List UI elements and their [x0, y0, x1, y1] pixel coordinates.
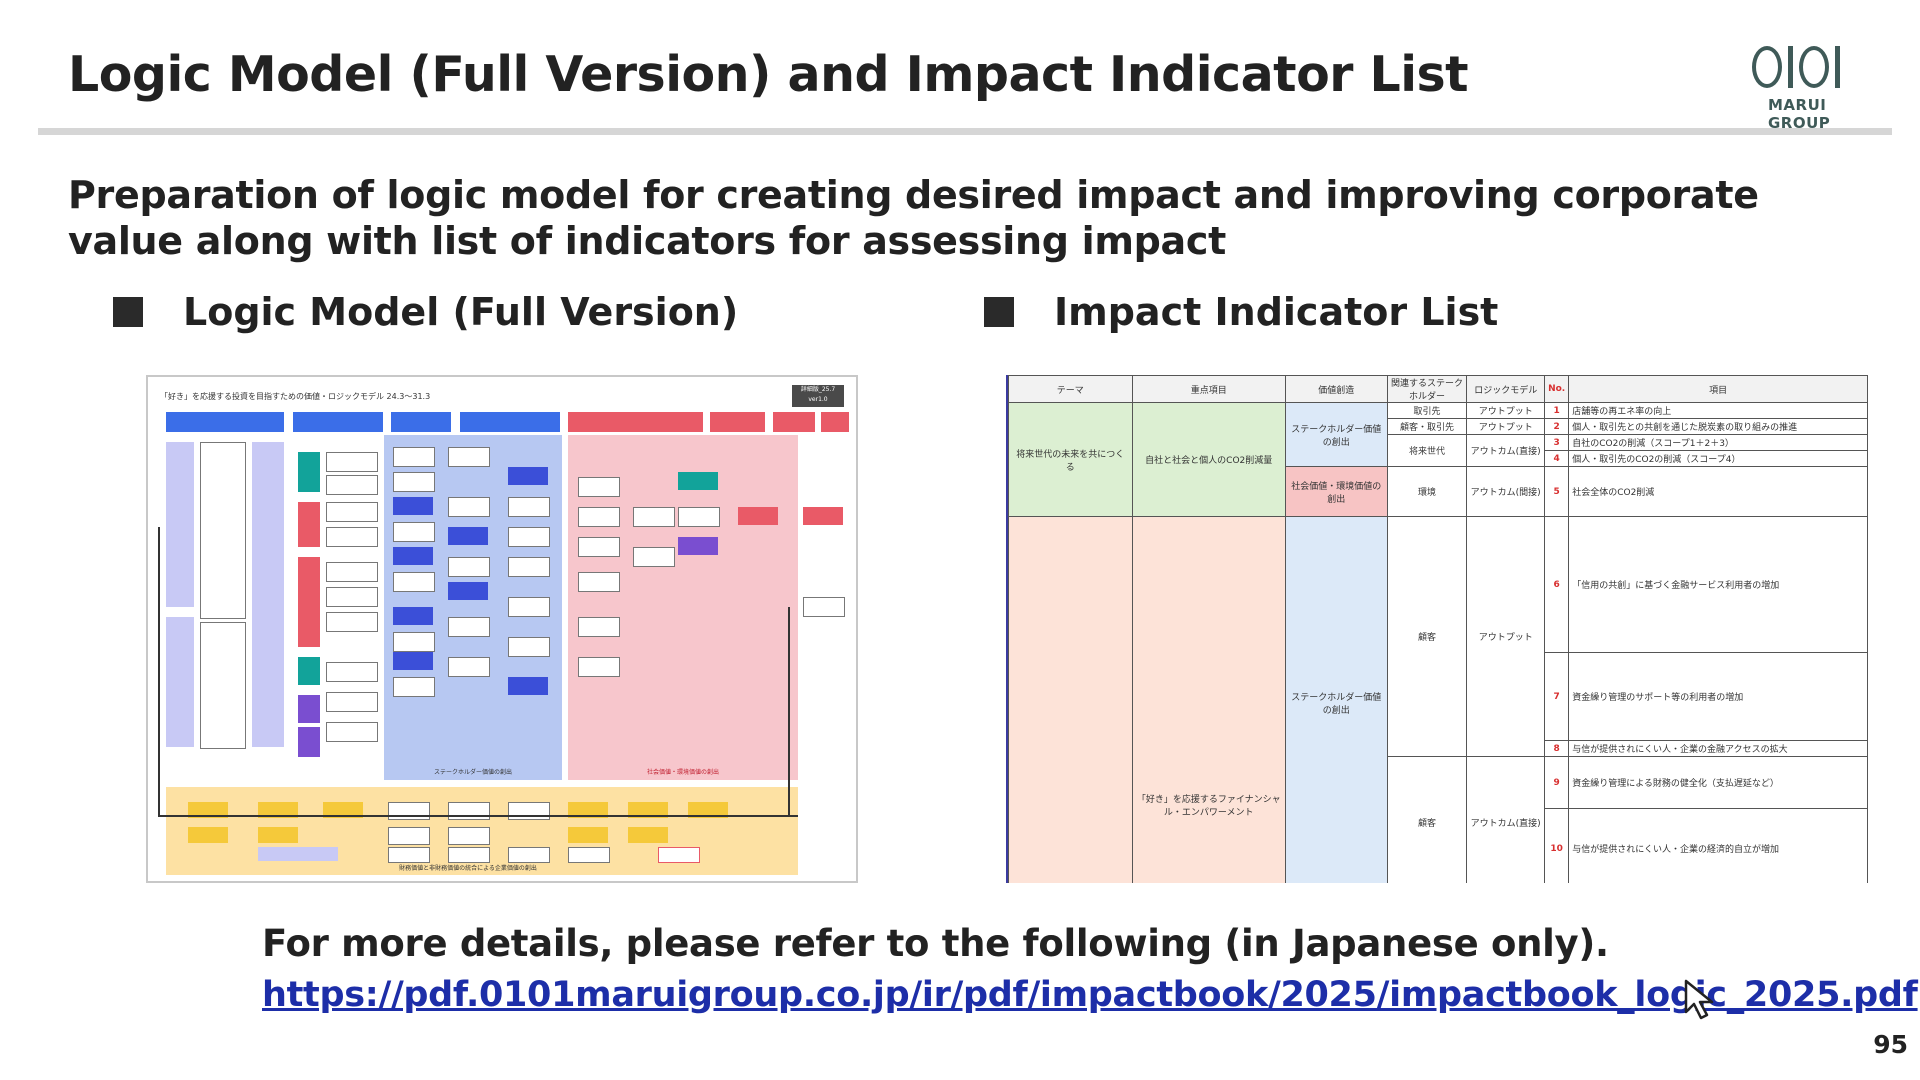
col-stakeholder: 関連するステークホルダー [1386, 375, 1468, 403]
cursor-arrow-icon [1684, 979, 1714, 1020]
table-cell: 2 [1544, 418, 1570, 435]
table-cell: 社会全体のCO2削減 [1568, 466, 1868, 517]
table-cell: アウトカム(直接) [1466, 756, 1546, 883]
table-cell: 与信が提供されにくい人・企業の経済的自立が増加 [1568, 808, 1868, 883]
table-cell: 4 [1544, 450, 1570, 467]
table-cell: アウトプット [1466, 516, 1546, 757]
theme-cell [1008, 516, 1133, 883]
section-logic-model-label: Logic Model (Full Version) [183, 290, 739, 334]
more-details-text: For more details, please refer to the fo… [262, 922, 1609, 965]
table-cell: 顧客 [1386, 756, 1468, 883]
marui-logo: MARUI GROUP [1752, 42, 1888, 132]
table-cell: 店舗等の再エネ率の向上 [1568, 402, 1868, 419]
logic-model-badge: 詳細版_25.7 ver1.0 [792, 385, 844, 407]
table-cell: 個人・取引先のCO2の削減（スコープ4） [1568, 450, 1868, 467]
page-number: 95 [1873, 1030, 1908, 1059]
table-cell: 10 [1544, 808, 1570, 883]
table-cell: 7 [1544, 652, 1570, 741]
table-cell: 9 [1544, 756, 1570, 809]
table-cell: 個人・取引先との共創を通じた脱炭素の取り組みの推進 [1568, 418, 1868, 435]
impactbook-link[interactable]: https://pdf.0101maruigroup.co.jp/ir/pdf/… [262, 975, 1918, 1015]
page-title: Logic Model (Full Version) and Impact In… [68, 46, 1469, 103]
table-cell: 6 [1544, 516, 1570, 653]
band-bottom-label: 財務価値と非財務価値の統合による企業価値の創出 [399, 865, 537, 872]
table-cell: 5 [1544, 466, 1570, 517]
col-item: 項目 [1568, 375, 1868, 403]
table-cell: 資金繰り管理のサポート等の利用者の増加 [1568, 652, 1868, 741]
table-cell: アウトカム(間接) [1466, 466, 1546, 517]
table-cell: 自社のCO2の削減（スコープ1＋2＋3） [1568, 434, 1868, 451]
section-impact-list-label: Impact Indicator List [1054, 290, 1499, 334]
logic-model-caption: 「好き」を応援する投資を目指すための価値・ロジックモデル 24.3～31.3 [160, 392, 431, 401]
focus-cell: 自社と社会と個人のCO2削減量 [1131, 402, 1286, 517]
theme-cell: 将来世代の未来を共につくる [1008, 402, 1133, 517]
col-no: No. [1544, 375, 1570, 403]
value-cell: ステークホルダー価値の創出 [1284, 402, 1388, 467]
table-cell: 与信が提供されにくい人・企業の金融アクセスの拡大 [1568, 740, 1868, 757]
band-right-label: 社会価値・環境価値の創出 [646, 769, 719, 776]
table-cell: アウトプット [1466, 402, 1546, 419]
table-cell: 将来世代 [1386, 434, 1468, 467]
bullet-square-icon [113, 297, 143, 327]
focus-cell: 「好き」を応援するファイナンシャル・エンパワーメント [1131, 516, 1286, 883]
table-cell: 3 [1544, 434, 1570, 451]
impact-indicator-table-image: テーマ 重点項目 価値創造 関連するステークホルダー ロジックモデル No. 項… [1006, 375, 1868, 883]
bullet-square-icon [984, 297, 1014, 327]
slide-subtitle: Preparation of logic model for creating … [68, 173, 1759, 263]
table-cell: アウトカム(直接) [1466, 434, 1546, 467]
title-rule [38, 128, 1892, 135]
section-impact-list: Impact Indicator List [984, 290, 1498, 334]
table-cell: 取引先 [1386, 402, 1468, 419]
table-cell: 資金繰り管理による財務の健全化（支払遅延など） [1568, 756, 1868, 809]
table-cell: 8 [1544, 740, 1570, 757]
col-logic: ロジックモデル [1466, 375, 1546, 403]
col-theme: テーマ [1008, 375, 1133, 403]
value-cell: ステークホルダー価値の創出 [1284, 516, 1388, 883]
table-cell: アウトプット [1466, 418, 1546, 435]
value-cell: 社会価値・環境価値の創出 [1284, 466, 1388, 517]
logo-text: MARUI GROUP [1768, 96, 1831, 132]
table-cell: 環境 [1386, 466, 1468, 517]
col-value: 価値創造 [1284, 375, 1388, 403]
table-cell: 顧客・取引先 [1386, 418, 1468, 435]
section-logic-model: Logic Model (Full Version) [113, 290, 738, 334]
table-cell: 「信用の共創」に基づく金融サービス利用者の増加 [1568, 516, 1868, 653]
band-left-label: ステークホルダー価値の創出 [433, 769, 512, 776]
table-cell: 顧客 [1386, 516, 1468, 757]
table-cell: 1 [1544, 402, 1570, 419]
col-focus: 重点項目 [1131, 375, 1286, 403]
logic-model-image: 「好き」を応援する投資を目指すための価値・ロジックモデル 24.3～31.3 詳… [146, 375, 858, 883]
